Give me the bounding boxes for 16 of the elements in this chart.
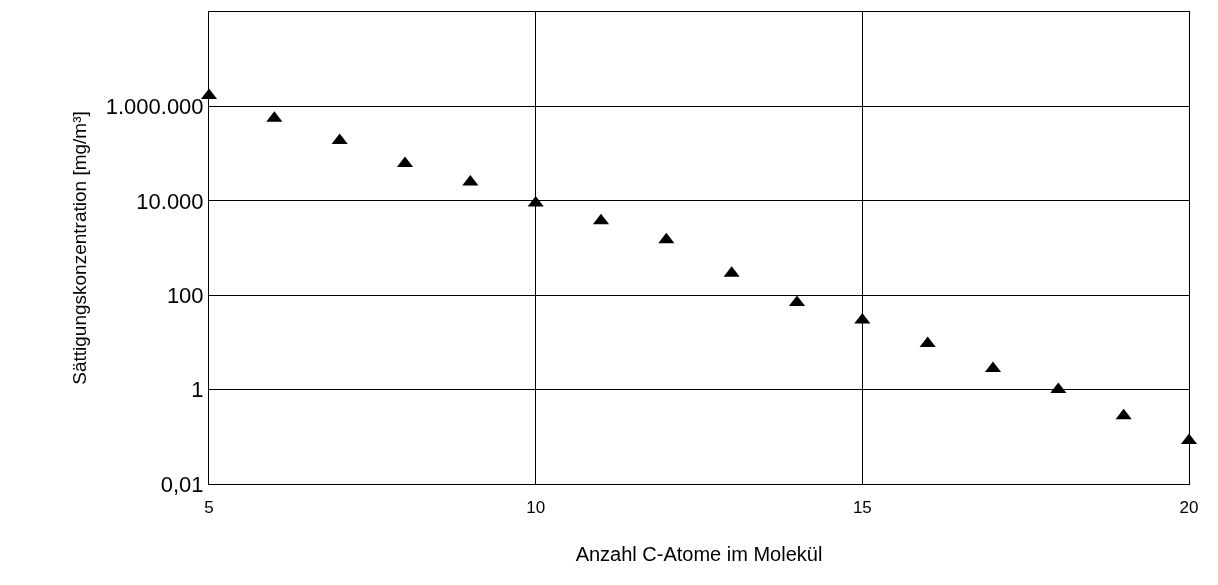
point [527,195,544,207]
point [854,312,871,324]
point [1050,382,1067,394]
y-axis-title: Sättigungskonzentration [mg/m³] [68,111,90,385]
y-tick-label: 1.000.000 [105,94,204,120]
x-tick-label: 10 [526,498,546,518]
point [658,232,675,244]
x-tick-label: 20 [1179,498,1199,518]
point [1115,408,1132,420]
x-tick-label: 15 [852,498,872,518]
y-tick-label: 1 [191,377,204,403]
x-axis-title: Anzahl C-Atome im Molekül [575,542,823,565]
y-tick-label: 10.000 [136,188,204,214]
x-tick-label: 5 [204,498,214,518]
y-tick-label: 100 [166,282,204,308]
y-tick-label: 0,01 [160,471,204,497]
